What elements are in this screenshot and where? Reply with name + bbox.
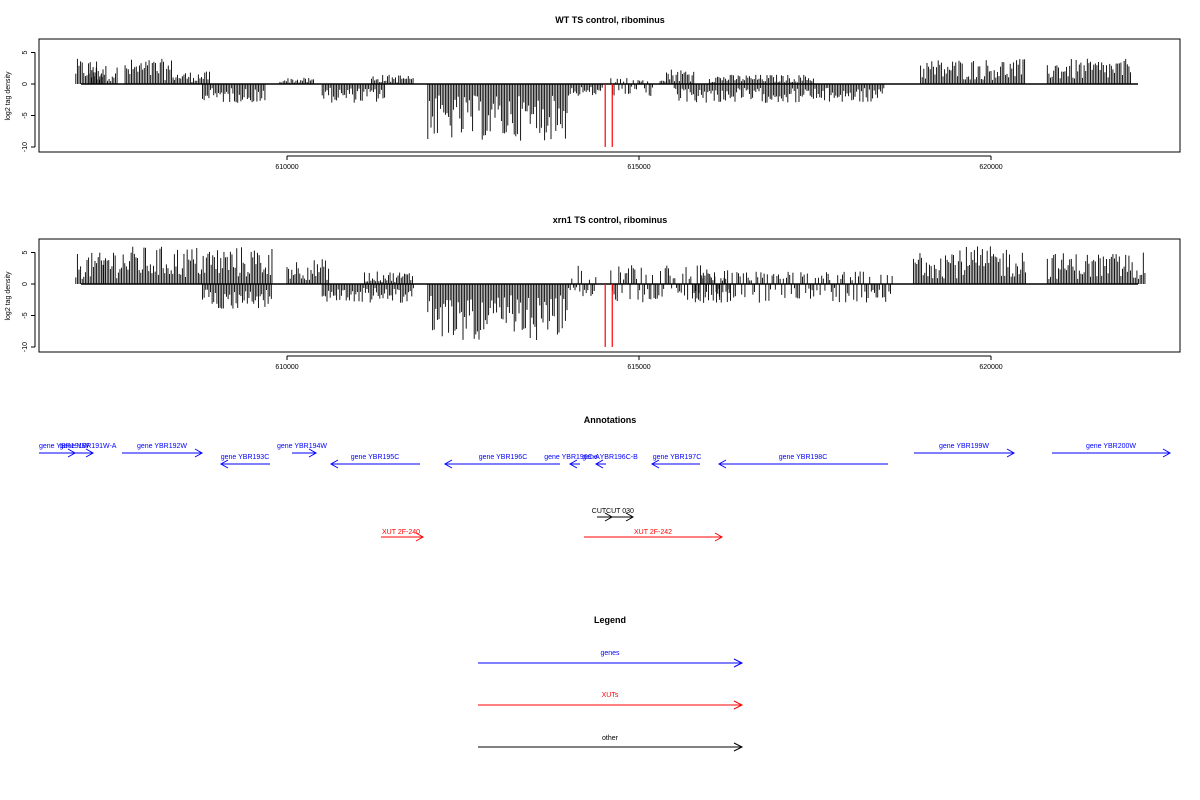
annotation-arrow: gene YBR193C <box>219 454 270 469</box>
x-tick-label: 615000 <box>627 164 650 171</box>
annotation-label: CUT <box>592 508 607 515</box>
x-tick-label: 610000 <box>275 364 298 371</box>
panel-xrn1-frame <box>38 238 1181 353</box>
legend-label-other: other <box>602 735 619 742</box>
annotation-arrow: gene YBR199W <box>914 443 1016 458</box>
annotation-label: gene YBR194W <box>277 443 327 450</box>
annotation-label: CUT 030 <box>606 508 634 515</box>
annotation-arrow: gene YBR197C <box>650 454 702 469</box>
panel-xrn1-x-axis: 610000 615000 620000 <box>275 355 1003 371</box>
cut-arrows: CUT CUT 030 <box>592 508 634 522</box>
panel-xrn1-ylabel: log2 tag density <box>5 271 12 321</box>
panel-wt-y-axis: 5 0 -5 -10 <box>22 50 36 152</box>
annotation-label: gene YBR191W-A <box>60 443 117 450</box>
annotation-label: gene YBR197C <box>653 454 702 461</box>
y-tick-label: -5 <box>22 312 29 318</box>
xut-arrows: XUT 2F-240 XUT 2F-242 <box>381 529 724 542</box>
x-tick-label: 615000 <box>627 364 650 371</box>
legend-arrowhead-xuts <box>733 700 744 710</box>
legend-label-genes: genes <box>600 650 620 657</box>
legend: Legend genes XUTs other <box>478 615 744 752</box>
panel-wt-ylabel: log2 tag density <box>5 71 12 121</box>
annotation-label: gene YBR198C <box>779 454 828 461</box>
legend-arrowhead-other <box>733 742 744 752</box>
annotation-arrow: gene YBR196C-B <box>582 454 638 469</box>
annotation-label: gene YBR196C <box>479 454 528 461</box>
panel-wt-x-axis: 610000 615000 620000 <box>275 155 1003 171</box>
annotation-arrow: gene YBR196C <box>443 454 560 469</box>
annotation-label: XUT 2F-242 <box>634 529 672 536</box>
legend-item-xuts: XUTs <box>478 692 744 710</box>
annotation-arrow: gene YBR200W <box>1052 443 1172 458</box>
annotation-arrow: gene YBR194W <box>277 443 327 458</box>
annotation-label: gene YBR192W <box>137 443 187 450</box>
x-tick-label: 620000 <box>979 364 1002 371</box>
y-tick-label: -10 <box>22 142 29 152</box>
y-tick-label: 5 <box>22 50 29 54</box>
y-tick-label: 0 <box>22 82 29 86</box>
panel-wt-title: WT TS control, ribominus <box>555 15 665 25</box>
annotation-label: gene YBR195C <box>351 454 400 461</box>
panel-wt-markers <box>604 84 613 147</box>
annotation-label: gene YBR200W <box>1086 443 1136 450</box>
panel-xrn1-markers <box>604 284 613 347</box>
panel-xrn1-bars <box>75 246 1146 340</box>
annotation-arrow: gene YBR192W <box>122 443 204 458</box>
legend-title: Legend <box>594 615 626 625</box>
x-tick-label: 620000 <box>979 164 1002 171</box>
x-tick-label: 610000 <box>275 164 298 171</box>
legend-item-other: other <box>478 735 744 752</box>
annotation-label: gene YBR196C-A <box>544 454 600 461</box>
annotation-label: gene YBR191W <box>39 443 89 450</box>
legend-label-xuts: XUTs <box>602 692 619 699</box>
panel-wt-bars <box>75 58 1138 141</box>
annotation-arrow: XUT 2F-240 <box>381 529 425 542</box>
panel-xrn1-title: xrn1 TS control, ribominus <box>553 215 668 225</box>
y-tick-label: -5 <box>22 112 29 118</box>
y-tick-label: 5 <box>22 250 29 254</box>
panel-xrn1-y-axis: 5 0 -5 -10 <box>22 250 36 352</box>
annotation-arrow: CUT 030 <box>606 508 634 522</box>
annotation-label: gene YBR193C <box>221 454 270 461</box>
legend-item-genes: genes <box>478 650 744 668</box>
annotation-arrow: XUT 2F-242 <box>584 529 724 542</box>
annotations-title: Annotations <box>584 415 637 425</box>
annotation-arrow: gene YBR195C <box>329 454 420 469</box>
panel-wt: WT TS control, ribominus log2 tag densit… <box>5 15 1181 171</box>
annotation-arrow: gene YBR198C <box>717 454 888 469</box>
annotation-label: gene YBR196C-B <box>582 454 638 461</box>
panel-xrn1: xrn1 TS control, ribominus log2 tag dens… <box>5 215 1181 371</box>
annotation-arrow: gene YBR196C-A <box>544 454 600 469</box>
annotation-arrow: gene YBR191W-A <box>60 443 117 458</box>
panel-wt-frame <box>38 38 1181 153</box>
y-tick-label: 0 <box>22 282 29 286</box>
y-tick-label: -10 <box>22 342 29 352</box>
annotation-label: XUT 2F-240 <box>382 529 420 536</box>
annotation-label: gene YBR199W <box>939 443 989 450</box>
legend-arrowhead-genes <box>733 658 744 668</box>
